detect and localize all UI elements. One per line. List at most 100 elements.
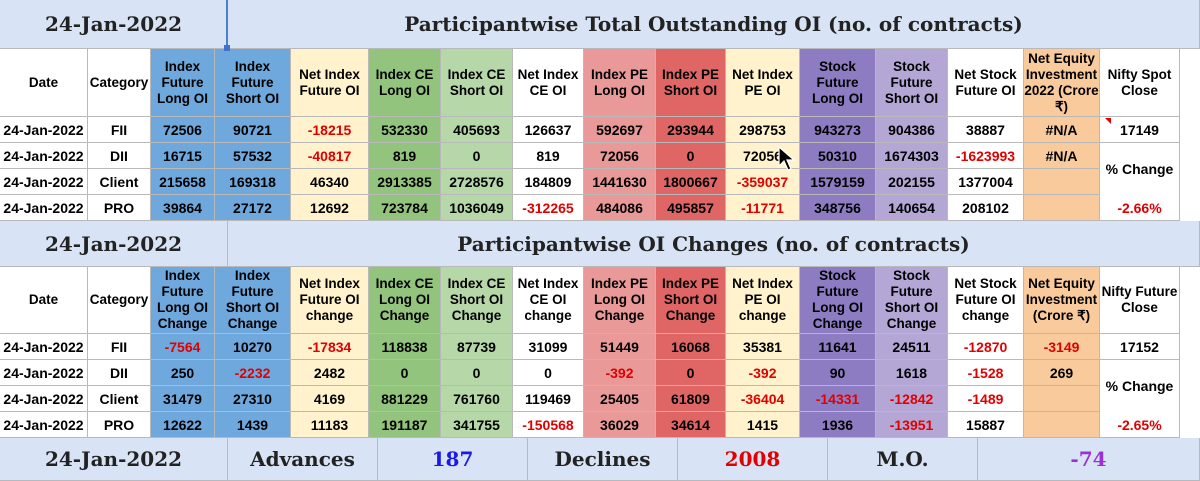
value-cell[interactable]: 0	[656, 360, 726, 386]
column-header[interactable]: Stock Future Long OI	[800, 49, 876, 117]
value-cell[interactable]: 61809	[656, 386, 726, 412]
column-header[interactable]: Date	[0, 267, 88, 334]
value-cell[interactable]: 881229	[369, 386, 441, 412]
column-header[interactable]: Category	[88, 49, 151, 117]
value-cell[interactable]: -14331	[800, 386, 876, 412]
value-cell[interactable]: 191187	[369, 412, 441, 438]
value-cell[interactable]: 215658	[151, 169, 215, 195]
value-cell[interactable]: 1800667	[656, 169, 726, 195]
value-cell[interactable]: 50310	[800, 143, 876, 169]
declines-value[interactable]: 2008	[678, 438, 828, 481]
column-header[interactable]: Index CE Short OI Change	[441, 267, 513, 334]
value-cell[interactable]: 819	[369, 143, 441, 169]
date-cell[interactable]: 24-Jan-2022	[0, 412, 88, 438]
value-cell[interactable]: 90	[800, 360, 876, 386]
value-cell[interactable]: 202155	[876, 169, 948, 195]
value-cell[interactable]: -1623993	[948, 143, 1024, 169]
column-header[interactable]: Net Index CE OI	[513, 49, 584, 117]
value-cell[interactable]: 1415	[726, 412, 800, 438]
value-cell[interactable]: 27172	[215, 195, 291, 221]
value-cell[interactable]: 126637	[513, 117, 584, 143]
mo-value[interactable]: -74	[978, 438, 1200, 481]
value-cell[interactable]: -36404	[726, 386, 800, 412]
value-cell[interactable]: 35381	[726, 334, 800, 360]
column-header[interactable]: Index CE Long OI	[369, 49, 441, 117]
value-cell[interactable]: 25405	[584, 386, 656, 412]
date-cell[interactable]: 24-Jan-2022	[0, 143, 88, 169]
category-cell[interactable]: FII	[88, 334, 151, 360]
value-cell[interactable]: 1936	[800, 412, 876, 438]
section-title[interactable]: Participantwise Total Outstanding OI (no…	[228, 0, 1200, 49]
value-cell[interactable]: 118838	[369, 334, 441, 360]
value-cell[interactable]: 348756	[800, 195, 876, 221]
value-cell[interactable]: 1674303	[876, 143, 948, 169]
value-cell[interactable]: -392	[726, 360, 800, 386]
value-cell[interactable]: 1441630	[584, 169, 656, 195]
value-cell[interactable]: 904386	[876, 117, 948, 143]
column-header[interactable]: Index PE Long OI Change	[584, 267, 656, 334]
value-cell[interactable]: 1036049	[441, 195, 513, 221]
value-cell[interactable]: 12622	[151, 412, 215, 438]
column-header[interactable]: Net Equity Investment 2022 (Crore ₹)	[1024, 49, 1100, 117]
date-cell[interactable]: 24-Jan-2022	[0, 117, 88, 143]
value-cell[interactable]: 819	[513, 143, 584, 169]
value-cell[interactable]: -1489	[948, 386, 1024, 412]
value-cell[interactable]: 2913385	[369, 169, 441, 195]
value-cell[interactable]: #N/A	[1024, 117, 1100, 143]
value-cell[interactable]: 46340	[291, 169, 369, 195]
category-cell[interactable]: FII	[88, 117, 151, 143]
column-header[interactable]: Nifty Future Close	[1100, 267, 1180, 334]
value-cell[interactable]: 208102	[948, 195, 1024, 221]
value-cell[interactable]: -11771	[726, 195, 800, 221]
value-cell[interactable]: 1579159	[800, 169, 876, 195]
comment-marker-icon[interactable]	[1105, 118, 1111, 124]
advances-value[interactable]: 187	[378, 438, 528, 481]
value-cell[interactable]: 0	[441, 360, 513, 386]
column-header[interactable]: Index PE Short OI	[656, 49, 726, 117]
value-cell[interactable]: 532330	[369, 117, 441, 143]
value-cell[interactable]: -150568	[513, 412, 584, 438]
value-cell[interactable]: -7564	[151, 334, 215, 360]
value-cell[interactable]: 169318	[215, 169, 291, 195]
value-cell[interactable]: -13951	[876, 412, 948, 438]
value-cell[interactable]: 11183	[291, 412, 369, 438]
column-header[interactable]: Index Future Short OI	[215, 49, 291, 117]
value-cell[interactable]: 0	[441, 143, 513, 169]
date-cell[interactable]: 24-Jan-2022	[0, 334, 88, 360]
value-cell[interactable]: 36029	[584, 412, 656, 438]
category-cell[interactable]: Client	[88, 386, 151, 412]
value-cell[interactable]: 1618	[876, 360, 948, 386]
column-header[interactable]: Net Index Future OI	[291, 49, 369, 117]
value-cell[interactable]: -3149	[1024, 334, 1100, 360]
value-cell[interactable]: 11641	[800, 334, 876, 360]
value-cell[interactable]: 72506	[151, 117, 215, 143]
column-header[interactable]: Stock Future Long OI Change	[800, 267, 876, 334]
pct-change-label[interactable]: % Change	[1100, 143, 1180, 195]
value-cell[interactable]: -1528	[948, 360, 1024, 386]
value-cell[interactable]: 51449	[584, 334, 656, 360]
value-cell[interactable]: 31099	[513, 334, 584, 360]
column-header[interactable]: Index PE Long OI	[584, 49, 656, 117]
value-cell[interactable]: 4169	[291, 386, 369, 412]
value-cell[interactable]: 87739	[441, 334, 513, 360]
column-header[interactable]: Index Future Long OI Change	[151, 267, 215, 334]
value-cell[interactable]: 119469	[513, 386, 584, 412]
column-header[interactable]: Stock Future Short OI	[876, 49, 948, 117]
value-cell[interactable]: 27310	[215, 386, 291, 412]
value-cell[interactable]: 943273	[800, 117, 876, 143]
value-cell[interactable]: 17149	[1100, 117, 1180, 143]
value-cell[interactable]: 57532	[215, 143, 291, 169]
column-header[interactable]: Date	[0, 49, 88, 117]
category-cell[interactable]: PRO	[88, 412, 151, 438]
value-cell[interactable]: 495857	[656, 195, 726, 221]
value-cell[interactable]: 2482	[291, 360, 369, 386]
column-header[interactable]: Index PE Short OI Change	[656, 267, 726, 334]
value-cell[interactable]: -18215	[291, 117, 369, 143]
value-cell[interactable]: -359037	[726, 169, 800, 195]
value-cell[interactable]: 250	[151, 360, 215, 386]
value-cell[interactable]: 592697	[584, 117, 656, 143]
column-header[interactable]: Net Stock Future OI	[948, 49, 1024, 117]
value-cell[interactable]: 298753	[726, 117, 800, 143]
column-header[interactable]: Net Index PE OI change	[726, 267, 800, 334]
value-cell[interactable]: 17152	[1100, 334, 1180, 360]
